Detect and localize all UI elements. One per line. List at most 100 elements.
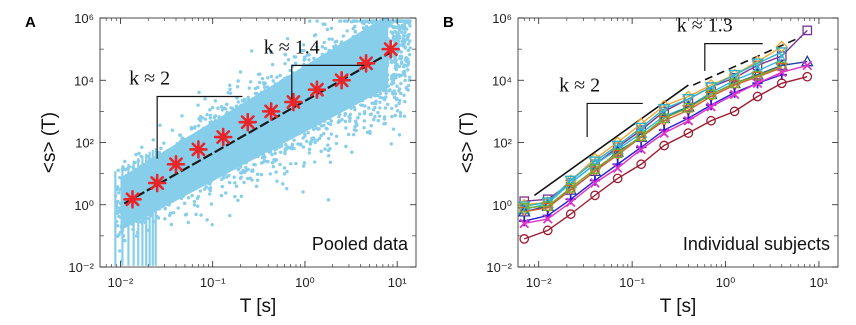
scatter-cloud bbox=[113, 18, 412, 266]
subject-marker bbox=[775, 40, 788, 53]
raw-data-point bbox=[299, 142, 303, 146]
raw-data-point bbox=[317, 136, 322, 141]
raw-data-point bbox=[163, 206, 167, 211]
subject-marker bbox=[776, 78, 787, 89]
subject-marker bbox=[802, 60, 813, 71]
raw-data-point bbox=[236, 198, 240, 203]
raw-data-point bbox=[361, 26, 366, 30]
raw-data-point bbox=[178, 133, 182, 137]
subject-marker bbox=[752, 70, 763, 81]
raw-data-point bbox=[351, 19, 355, 23]
raw-data-point bbox=[407, 32, 411, 37]
raw-data-point bbox=[194, 212, 198, 217]
raw-data-point bbox=[300, 48, 304, 53]
raw-data-point bbox=[307, 147, 312, 152]
raw-data-point bbox=[362, 111, 367, 116]
raw-data-point bbox=[228, 87, 232, 92]
subject-marker bbox=[542, 225, 553, 236]
subject-marker bbox=[659, 140, 669, 151]
raw-data-point bbox=[397, 101, 401, 106]
raw-data-point bbox=[209, 202, 214, 206]
raw-data-point bbox=[389, 142, 394, 146]
raw-data-point bbox=[402, 114, 407, 118]
raw-data-point bbox=[259, 161, 264, 165]
raw-data-point bbox=[402, 93, 406, 98]
raw-data-point bbox=[325, 27, 330, 32]
raw-data-point bbox=[255, 172, 260, 176]
raw-data-point bbox=[393, 113, 397, 118]
raw-data-point bbox=[367, 106, 371, 110]
subject-marker bbox=[729, 106, 740, 117]
raw-data-point bbox=[397, 26, 401, 30]
raw-data-point bbox=[362, 126, 366, 130]
raw-data-point bbox=[282, 166, 287, 170]
raw-data-point bbox=[313, 160, 317, 164]
subject-marker bbox=[590, 190, 600, 201]
raw-data-point bbox=[364, 24, 369, 29]
raw-data-point bbox=[210, 222, 214, 227]
raw-data-point bbox=[234, 184, 239, 188]
raw-data-point bbox=[397, 64, 402, 69]
raw-data-point bbox=[273, 159, 277, 163]
raw-data-point bbox=[403, 99, 407, 104]
subject-marker bbox=[704, 82, 718, 94]
raw-data-point bbox=[377, 114, 382, 118]
subject-marker bbox=[729, 78, 740, 89]
binned-mean-marker bbox=[332, 70, 351, 90]
raw-data-point bbox=[403, 74, 407, 78]
raw-data-point bbox=[406, 83, 411, 88]
raw-data-point bbox=[312, 33, 317, 38]
raw-data-point bbox=[353, 124, 357, 129]
subject-marker bbox=[612, 173, 623, 184]
raw-data-point bbox=[307, 58, 311, 62]
raw-data-point bbox=[403, 46, 408, 50]
subject-marker bbox=[776, 61, 787, 72]
raw-data-point bbox=[345, 29, 349, 33]
raw-data-point bbox=[319, 133, 323, 138]
raw-data-point bbox=[228, 213, 232, 218]
y-axis-label: <s> (T) bbox=[39, 112, 60, 173]
raw-data-point bbox=[387, 89, 391, 93]
raw-data-point bbox=[307, 53, 311, 57]
raw-data-point bbox=[391, 92, 395, 96]
subject-marker bbox=[588, 156, 602, 168]
raw-data-point bbox=[348, 119, 352, 123]
raw-data-point bbox=[397, 74, 402, 78]
raw-data-point bbox=[285, 169, 289, 174]
raw-data-point bbox=[220, 184, 225, 189]
raw-data-point bbox=[315, 138, 320, 142]
raw-data-point bbox=[329, 119, 334, 123]
y-tick-label: 10⁰ bbox=[492, 198, 512, 213]
raw-data-point bbox=[328, 146, 332, 151]
raw-data-point bbox=[393, 92, 398, 96]
raw-data-point bbox=[196, 124, 201, 128]
raw-data-point bbox=[268, 172, 273, 176]
raw-data-point bbox=[408, 46, 412, 50]
raw-data-point bbox=[115, 234, 120, 238]
raw-data-point bbox=[183, 213, 188, 217]
y-axis-label: <s> (T) bbox=[457, 112, 478, 173]
raw-data-point bbox=[208, 113, 213, 118]
raw-data-point bbox=[262, 82, 266, 86]
raw-data-point bbox=[398, 111, 403, 115]
subject-marker bbox=[682, 105, 695, 117]
raw-data-point bbox=[323, 46, 328, 51]
raw-data-point bbox=[371, 19, 376, 23]
binned-mean-marker bbox=[147, 173, 167, 193]
raw-data-point bbox=[391, 59, 395, 63]
raw-data-point bbox=[322, 40, 326, 45]
raw-data-point bbox=[227, 180, 232, 185]
y-tick-label: 10⁶ bbox=[74, 11, 94, 26]
subject-marker bbox=[728, 80, 741, 92]
raw-data-point bbox=[326, 154, 331, 158]
raw-data-point bbox=[402, 63, 407, 67]
raw-data-point bbox=[393, 29, 397, 34]
subject-marker bbox=[775, 47, 789, 59]
raw-data-point bbox=[407, 75, 412, 80]
raw-data-point bbox=[207, 187, 211, 191]
raw-data-point bbox=[353, 30, 358, 34]
slope-bracket bbox=[291, 64, 365, 99]
raw-data-point bbox=[356, 116, 360, 120]
raw-data-point bbox=[400, 40, 405, 45]
raw-data-point bbox=[373, 105, 377, 110]
